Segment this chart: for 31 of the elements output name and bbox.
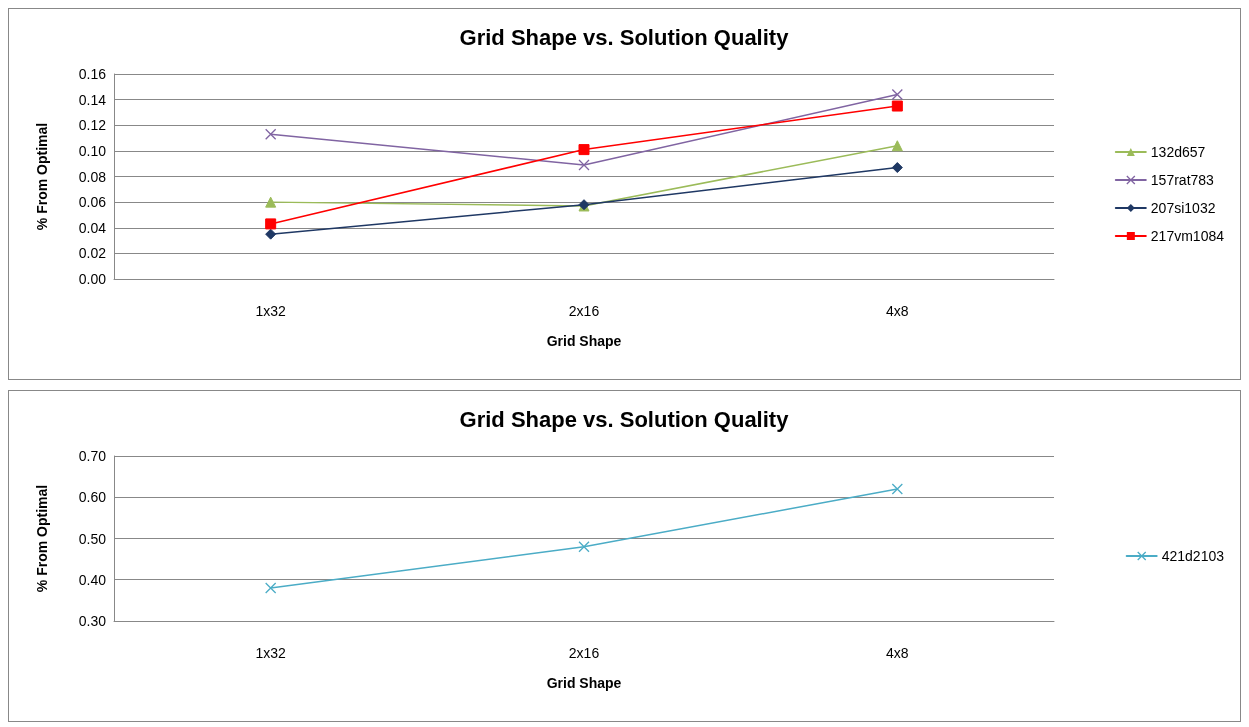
y-axis-title: % From Optimal bbox=[34, 122, 50, 231]
y-tick-label: 0.06 bbox=[78, 194, 107, 211]
legend-label: 217vm1084 bbox=[1150, 228, 1225, 244]
y-tick-label: 0.50 bbox=[78, 530, 107, 547]
y-tick-label: 0.40 bbox=[78, 571, 107, 588]
legend-label: 207si1032 bbox=[1150, 200, 1216, 216]
y-tick-label: 0.12 bbox=[78, 117, 107, 134]
y-tick-label: 0.10 bbox=[78, 142, 107, 159]
y-tick-label: 0.00 bbox=[78, 271, 107, 287]
y-axis-title: % From Optimal bbox=[34, 484, 50, 593]
chart-title: Grid Shape vs. Solution Quality bbox=[459, 24, 790, 50]
x-axis-title: Grid Shape bbox=[546, 675, 622, 691]
y-tick-label: 0.30 bbox=[78, 613, 107, 629]
y-tick-label: 0.08 bbox=[78, 168, 107, 185]
x-tick-label: 4x8 bbox=[886, 303, 909, 319]
legend-label: 132d657 bbox=[1150, 144, 1206, 160]
x-tick-label: 1x32 bbox=[255, 645, 287, 661]
legend-label: 421d2103 bbox=[1161, 548, 1225, 564]
y-tick-label: 0.04 bbox=[78, 219, 107, 236]
y-tick-label: 0.02 bbox=[78, 245, 107, 262]
x-tick-label: 2x16 bbox=[568, 303, 600, 319]
x-axis-title: Grid Shape bbox=[546, 333, 622, 349]
y-tick-label: 0.14 bbox=[78, 91, 107, 108]
x-tick-label: 1x32 bbox=[255, 303, 287, 319]
y-tick-label: 0.16 bbox=[78, 66, 107, 82]
x-tick-label: 4x8 bbox=[886, 645, 909, 661]
y-tick-label: 0.70 bbox=[78, 448, 107, 464]
chart-title: Grid Shape vs. Solution Quality bbox=[459, 406, 790, 432]
legend-label: 157rat783 bbox=[1150, 172, 1215, 188]
x-tick-label: 2x16 bbox=[568, 645, 600, 661]
y-tick-label: 0.60 bbox=[78, 489, 107, 506]
